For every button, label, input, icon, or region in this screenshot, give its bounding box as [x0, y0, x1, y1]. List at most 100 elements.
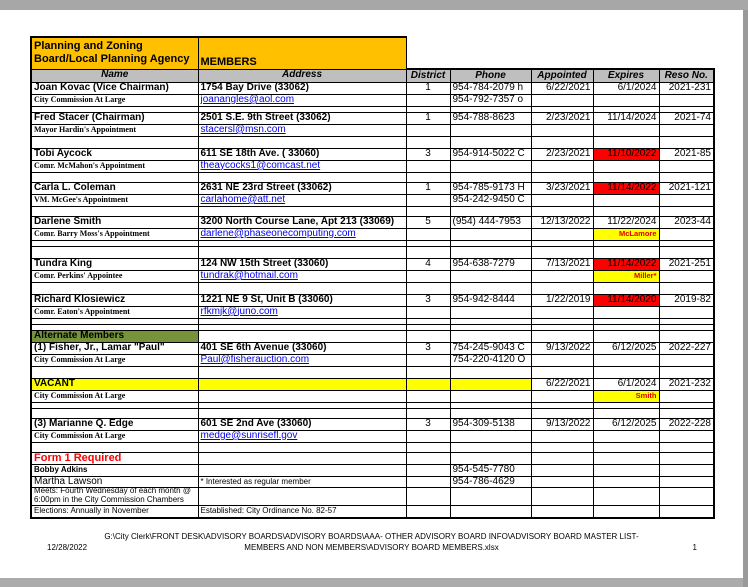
email-link[interactable]: joanangles@aol.com: [200, 94, 295, 105]
cell-district: [405, 389, 451, 403]
email-link[interactable]: medge@sunrisefl.gov: [200, 430, 298, 441]
cell-appointed: [530, 389, 594, 403]
cell-name: Elections: Annually in November: [30, 505, 199, 519]
table-row: Mayor Hardin's Appointment stacersl@msn.c…: [30, 123, 715, 137]
cell-district: 5: [405, 215, 451, 229]
cell-expires: 6/12/2025: [592, 341, 660, 355]
cell-reso: 2021-251: [658, 257, 715, 271]
cell-phone: 954-786-4629: [449, 475, 532, 489]
cell-appointed: [530, 171, 594, 183]
cell-district: [405, 245, 451, 259]
cell-name: VM. McGee's Appointment: [30, 193, 199, 207]
email-link[interactable]: tundrak@hotmail.com: [200, 270, 298, 281]
cell-expires: [592, 464, 660, 477]
cell-district: 3: [405, 293, 451, 307]
cell-address: joanangles@aol.com: [197, 93, 407, 107]
table-row: [30, 281, 715, 295]
cell-appointed: [530, 441, 594, 453]
cell-name: [30, 365, 199, 379]
cell-address: [197, 135, 407, 149]
email-link[interactable]: carlahome@att.net: [200, 194, 286, 205]
table-row: Comr. McMahon's Appointment theaycocks1@c…: [30, 159, 715, 173]
cell-appointed: [530, 505, 594, 519]
cell-expires: 11/14/2022: [592, 257, 660, 271]
board-title-line1: Planning and Zoning: [34, 40, 143, 53]
cell-appointed: 2/23/2021: [530, 111, 594, 125]
cell-name: Mayor Hardin's Appointment: [30, 123, 199, 137]
cell-district: [405, 487, 451, 507]
footer-filename: MEMBERS AND NON MEMBERS\ADVISORY BOARD M…: [244, 543, 499, 552]
column-header-name: Name: [30, 68, 199, 83]
cell-expires: [592, 159, 660, 173]
table-row: Richard Klosiewicz 1221 NE 9 St, Unit B (…: [30, 293, 715, 307]
cell-address: [197, 389, 407, 403]
cell-appointed: [530, 269, 594, 283]
cell-address: darlene@phaseonecomputing.com: [197, 227, 407, 241]
cell-reso: [658, 475, 715, 489]
cell-phone: [449, 365, 532, 379]
cell-expires: 11/14/2024: [592, 111, 660, 125]
cell-expires: [592, 281, 660, 295]
column-header-expires: Expires: [592, 68, 660, 83]
email-link[interactable]: theaycocks1@comcast.net: [200, 160, 321, 171]
cell-name: [30, 407, 199, 419]
cell-appointed: [530, 281, 594, 295]
cell-address: 601 SE 2nd Ave (33060): [197, 417, 407, 431]
table-row: City Commission At Large joanangles@aol.c…: [30, 93, 715, 107]
board-title-line2: Board/Local Planning Agency: [34, 53, 190, 66]
cell-reso: [658, 441, 715, 453]
cell-expires: [592, 365, 660, 379]
cell-appointed: [530, 407, 594, 419]
cell-expires: [592, 475, 660, 489]
cell-expires: [592, 441, 660, 453]
cell-reso: [658, 93, 715, 107]
cell-phone: 954-545-7780: [449, 464, 532, 477]
cell-address: stacersl@msn.com: [197, 123, 407, 137]
cell-district: [405, 159, 451, 173]
cell-phone: [449, 269, 532, 283]
cell-expires: [592, 123, 660, 137]
cell-district: [405, 429, 451, 443]
table-row: [30, 441, 715, 453]
email-link[interactable]: Paul@fisherauction.com: [200, 354, 310, 365]
table-row: Elections: Annually in November Establish…: [30, 505, 715, 519]
cell-address: [197, 329, 407, 343]
cell-expires: Miller*: [592, 269, 660, 283]
cell-district: 3: [405, 341, 451, 355]
cell-name: Alternate Members: [30, 329, 199, 343]
cell-name: VACANT: [30, 377, 199, 391]
cell-phone: 754-245-9043 C: [449, 341, 532, 355]
table-row: Carla L. Coleman 2631 NE 23rd Street (330…: [30, 181, 715, 195]
cell-reso: 2021-232: [658, 377, 715, 391]
cell-reso: [658, 365, 715, 379]
cell-reso: 2023-44: [658, 215, 715, 229]
email-link[interactable]: rfkmjk@juno.com: [200, 306, 278, 317]
email-link[interactable]: stacersl@msn.com: [200, 124, 286, 135]
table-row: VACANT 6/22/2021 6/1/2024 2021-232: [30, 377, 715, 391]
cell-name: [30, 171, 199, 183]
cell-name: Tundra King: [30, 257, 199, 271]
cell-appointed: [530, 451, 594, 466]
cell-reso: [658, 407, 715, 419]
cell-district: [405, 329, 451, 343]
table-row: Comr. Eaton's Appointment rfkmjk@juno.com: [30, 305, 715, 319]
cell-phone: 954-942-8444: [449, 293, 532, 307]
cell-phone: (954) 444-7953: [449, 215, 532, 229]
cell-name: Joan Kovac (Vice Chairman): [30, 81, 199, 95]
cell-address: 2631 NE 23rd Street (33062): [197, 181, 407, 195]
cell-reso: [658, 305, 715, 319]
table-row: (3) Marianne Q. Edge 601 SE 2nd Ave (3306…: [30, 417, 715, 431]
cell-address: [197, 451, 407, 466]
cell-appointed: [530, 353, 594, 367]
cell-phone: [449, 135, 532, 149]
cell-district: [405, 269, 451, 283]
table-row: Darlene Smith 3200 North Course Lane, Apt…: [30, 215, 715, 229]
cell-expires: [592, 135, 660, 149]
cell-name: Carla L. Coleman: [30, 181, 199, 195]
cell-name: [30, 281, 199, 295]
window-top-border: [0, 0, 748, 10]
cell-address: [197, 464, 407, 477]
cell-expires: 6/1/2024: [592, 81, 660, 95]
cell-address: rfkmjk@juno.com: [197, 305, 407, 319]
email-link[interactable]: darlene@phaseonecomputing.com: [200, 228, 356, 239]
